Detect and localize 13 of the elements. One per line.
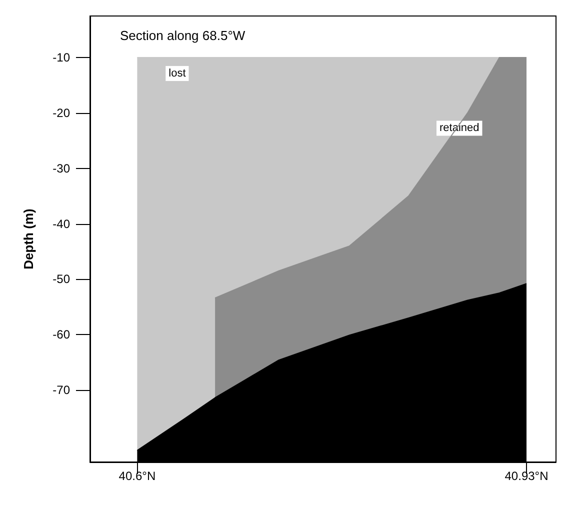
y-tick-label: -30 [52, 161, 70, 176]
x-tick-label: 40.93°N [504, 469, 548, 483]
x-tick-label: 40.6°N [118, 469, 156, 483]
y-tick-label: -20 [52, 106, 70, 120]
y-tick-label: -50 [52, 272, 70, 286]
text: Section along 68.5°W [120, 28, 246, 43]
series-label: retained [439, 122, 480, 134]
series-label: lost [168, 68, 186, 80]
y-tick-label: -60 [52, 328, 70, 342]
y-axis-title: Depth (m) [21, 208, 36, 270]
y-tick-label: -70 [52, 382, 70, 397]
y-tick-label: -10 [52, 50, 70, 65]
y-tick-label: -40 [52, 216, 70, 231]
